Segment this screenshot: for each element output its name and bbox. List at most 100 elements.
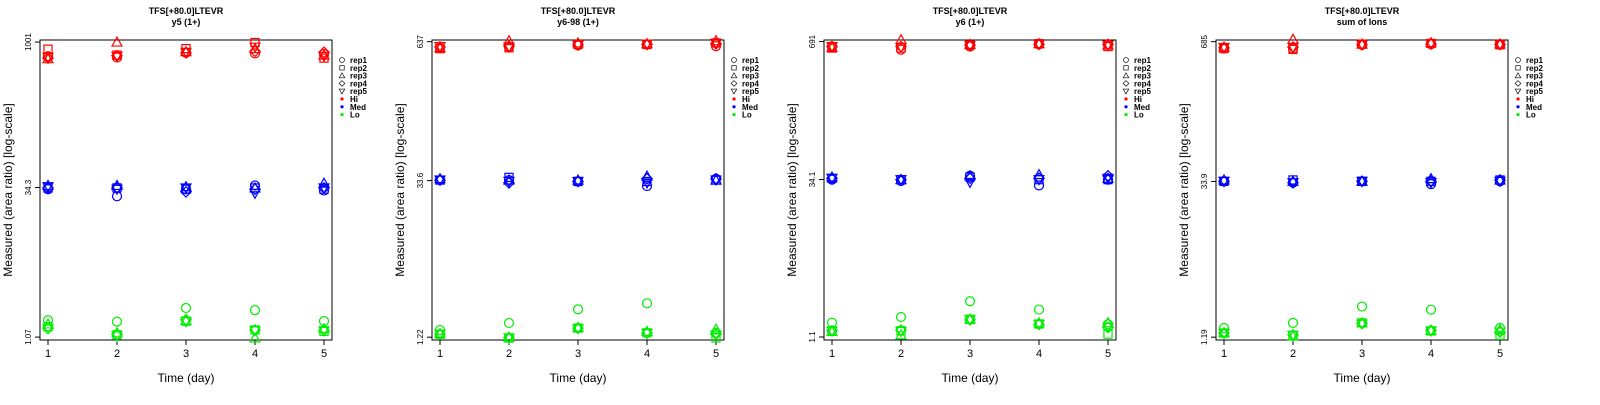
data-point-med-rep5 [895,175,907,186]
x-tick-label: 1 [829,348,835,360]
data-point-lo-rep2 [1495,330,1505,340]
y-axis-title: Measured (area ratio) [log-scale] [785,103,799,276]
data-point-hi-rep3 [1033,37,1045,49]
data-point-lo-rep5 [111,331,123,343]
data-point-med-rep5 [1287,178,1299,189]
data-point-lo-rep1 [503,317,515,329]
data-point-lo-rep5 [895,326,907,338]
legend-label-rep1: rep1 [350,56,367,65]
x-tick-label: 5 [713,348,719,360]
y-tick-label: 1001 [24,33,33,51]
legend-marker-rep2 [731,65,737,71]
x-tick-label: 4 [252,348,258,360]
chart-title: TFS[+80.0]LTEVR [1325,6,1400,16]
data-point-lo-rep2 [711,333,721,343]
x-tick-label: 4 [1036,348,1042,360]
legend-label-rep4: rep4 [1526,79,1543,88]
data-point-lo-rep5 [1494,327,1506,339]
legend-marker-lo [340,113,344,117]
data-point-lo-rep5 [641,328,653,340]
x-tick-label: 4 [1428,348,1434,360]
legend-label-rep4: rep4 [1134,79,1151,88]
data-point-lo-rep3 [1218,326,1230,338]
legend-marker-rep4 [1122,80,1130,87]
x-axis-title: Time (day) [1334,371,1391,385]
legend-label-med: Med [1526,103,1542,112]
legend-marker-rep4 [1514,80,1522,87]
legend-label-rep4: rep4 [742,79,759,88]
data-point-med-rep3 [1494,173,1506,185]
data-point-lo-rep5 [42,324,54,335]
legend-marker-rep1 [1123,57,1129,63]
data-point-hi-rep3 [503,34,515,46]
x-axis-title: Time (day) [158,371,215,385]
legend-marker-med [732,105,736,109]
data-point-hi-rep5 [1425,39,1437,50]
x-tick-label: 2 [114,348,120,360]
data-point-hi-rep1 [42,51,54,62]
data-point-lo-rep1 [964,296,976,307]
data-point-med-rep5 [964,177,976,189]
data-point-lo-rep5 [1287,330,1299,342]
legend-label-hi: Hi [350,95,358,104]
x-tick-label: 2 [1290,348,1296,360]
data-point-med-rep3 [249,181,261,193]
data-point-lo-rep5 [434,329,446,341]
legend-marker-rep5 [730,88,738,95]
legend-marker-rep5 [1122,88,1130,95]
legend-label-rep2: rep2 [1134,64,1151,73]
legend-label-rep1: rep1 [1134,56,1151,65]
x-tick-label: 3 [183,348,189,360]
data-point-med-rep5 [1425,178,1437,189]
legend-marker-hi [1124,97,1128,101]
data-point-med-rep5 [180,183,192,195]
legend-label-rep2: rep2 [742,64,759,73]
y-axis-title: Measured (area ratio) [log-scale] [1177,103,1191,276]
data-point-lo-rep1 [1287,317,1299,328]
chart-subtitle: y5 (1+) [172,17,201,27]
data-point-lo-rep1 [572,304,584,315]
data-point-lo-rep3 [1356,316,1368,328]
x-tick-label: 3 [575,348,581,360]
legend-marker-hi [732,97,736,101]
legend-label-rep2: rep2 [350,64,367,73]
legend-label-hi: Hi [1526,95,1534,104]
legend-label-rep3: rep3 [742,72,759,81]
y-tick-label: 1.22 [416,329,425,345]
legend-marker-hi [340,97,344,101]
chart-subtitle: y6-98 (1+) [557,17,599,27]
data-point-med-rep4 [640,172,654,185]
data-point-med-rep5 [42,182,54,193]
data-point-lo-rep3 [42,317,54,329]
data-point-hi-rep5 [434,41,446,53]
x-tick-label: 3 [1359,348,1365,360]
data-point-med-rep3 [180,180,192,192]
data-point-med-rep4 [248,183,262,196]
data-point-hi-rep3 [641,37,653,49]
plot-frame [39,39,333,341]
legend-marker-rep2 [339,65,345,71]
y-tick-label: 1.19 [1200,329,1209,345]
data-point-hi-rep5 [572,40,584,52]
chart-subtitle: sum of Ions [1337,17,1388,27]
data-point-hi-rep5 [1218,42,1230,54]
x-tick-label: 3 [967,348,973,360]
x-tick-label: 1 [437,348,443,360]
legend-label-rep5: rep5 [742,87,759,96]
legend-marker-rep5 [1514,88,1522,95]
data-point-med-rep5 [710,175,722,187]
data-point-lo-rep5 [1102,322,1114,334]
data-point-lo-rep5 [1218,328,1230,340]
legend-marker-rep2 [1515,65,1521,71]
legend-marker-rep1 [1515,57,1521,63]
data-point-med-rep1 [1033,180,1045,191]
data-point-med-rep3 [1218,173,1230,185]
legend-marker-lo [1516,113,1520,117]
plot-frame [1215,39,1509,341]
legend-marker-med [1516,105,1520,109]
data-point-lo-rep1 [1218,322,1230,334]
data-point-hi-rep5 [1287,42,1299,54]
x-axis-title: Time (day) [550,371,607,385]
legend-marker-rep3 [730,72,738,79]
